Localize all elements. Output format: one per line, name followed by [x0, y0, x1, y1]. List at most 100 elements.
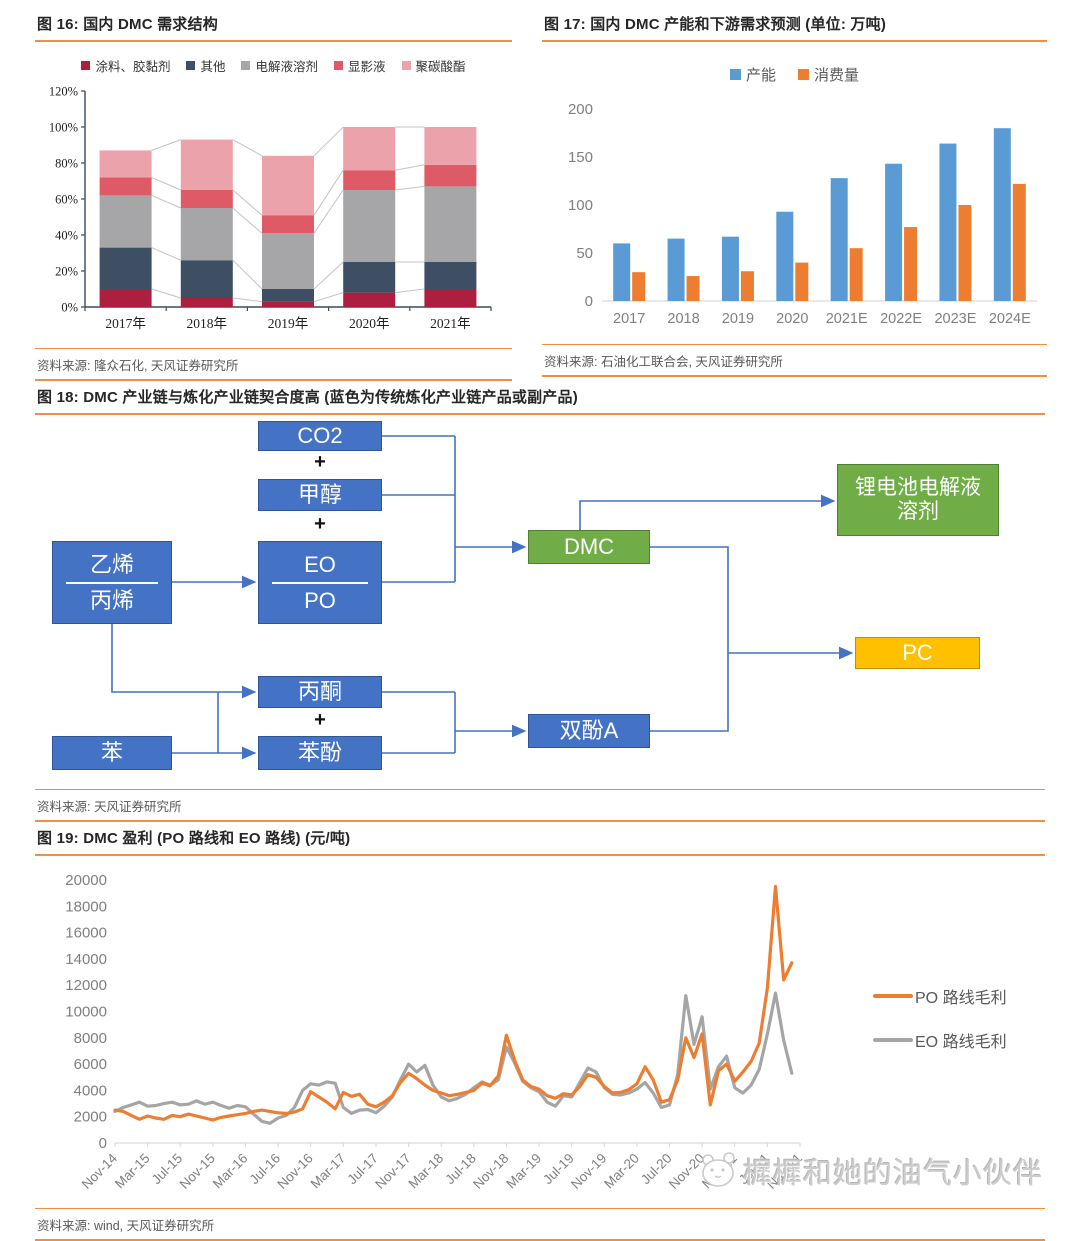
- svg-text:200: 200: [568, 101, 593, 118]
- svg-text:100%: 100%: [49, 121, 78, 135]
- legend-item: 其他: [186, 56, 225, 75]
- svg-text:Mar-16: Mar-16: [210, 1151, 251, 1192]
- series-po: [113, 885, 794, 1122]
- svg-text:Nov-18: Nov-18: [470, 1151, 511, 1192]
- svg-text:40%: 40%: [55, 229, 78, 243]
- svg-text:0: 0: [585, 293, 593, 310]
- node-electrolyte-label: 锂电池电解液溶剂: [855, 475, 981, 523]
- svg-text:100: 100: [568, 197, 593, 214]
- svg-text:2020年: 2020年: [349, 316, 390, 331]
- node-benzene-label: 苯: [100, 740, 123, 766]
- node-ethylene-propylene: 乙烯 丙烯: [52, 541, 172, 624]
- legend-label: 聚碳酸酯: [415, 60, 466, 74]
- legend-swatch: [873, 1038, 913, 1042]
- node-electrolyte-solvent: 锂电池电解液溶剂: [837, 464, 999, 536]
- svg-text:2019: 2019: [722, 311, 754, 327]
- figure-16-source: 资料来源: 隆众石化, 天风证券研究所: [35, 348, 512, 381]
- legend-item: 消费量: [798, 64, 859, 85]
- figure-18-block: 图 18: DMC 产业链与炼化产业链契合度高 (蓝色为传统炼化产业链产品或副产…: [35, 381, 1045, 822]
- plus-sign: +: [314, 513, 326, 535]
- svg-text:2017年: 2017年: [105, 316, 146, 331]
- figure-16-legend: 涂料、胶黏剂 其他 电解液溶剂 显影液 聚碳酸酯: [35, 56, 512, 75]
- svg-text:Mar-20: Mar-20: [601, 1151, 642, 1192]
- svg-text:20%: 20%: [55, 265, 78, 279]
- node-co2: CO2: [258, 421, 382, 451]
- svg-text:Nov-21: Nov-21: [764, 1151, 805, 1192]
- svg-text:16000: 16000: [65, 925, 107, 942]
- dmc-value-chain-diagram: CO2 + 甲醇 + EO PO 乙烯 丙烯 丙酮 + 苯酚 苯 DMC 锂电池…: [35, 417, 1045, 789]
- svg-text:14000: 14000: [65, 951, 107, 968]
- legend-label: 消费量: [814, 67, 860, 84]
- chart16-svg: 0% 20% 40% 60% 80% 100% 120% 2017年 2018年 2019年 202…: [49, 85, 492, 331]
- node-divider: [272, 581, 368, 584]
- legend-swatch: [241, 61, 251, 70]
- legend-label: PO 路线毛利: [915, 990, 1007, 1007]
- chart19-svg: 0 2000 4000 6000 8000 10000 12000 14000 16000 180…: [65, 872, 805, 1192]
- figure-17-block: 图 17: 国内 DMC 产能和下游需求预测 (单位: 万吨) 产能 消费量 0 5…: [542, 8, 1047, 381]
- plus-sign: +: [314, 709, 326, 731]
- svg-text:50: 50: [576, 245, 593, 262]
- svg-text:2022E: 2022E: [880, 311, 922, 327]
- figure-16-block: 图 16: 国内 DMC 需求结构 涂料、胶黏剂 其他 电解液溶剂 显影液 聚碳酸酯 0…: [35, 8, 512, 381]
- svg-text:2019年: 2019年: [268, 316, 309, 331]
- figure-18-title: 图 18: DMC 产业链与炼化产业链契合度高 (蓝色为传统炼化产业链产品或副产…: [35, 381, 1045, 415]
- legend-swatch: [401, 61, 411, 70]
- figure-19-legend: PO 路线毛利 EO 路线毛利: [873, 984, 1007, 1052]
- legend-label: 其他: [200, 60, 226, 74]
- legend-swatch: [334, 61, 343, 70]
- svg-text:2018年: 2018年: [187, 316, 228, 331]
- figure-18-source: 资料来源: 天风证券研究所: [35, 789, 1045, 822]
- svg-text:2023E: 2023E: [934, 311, 976, 327]
- legend-item: 显影液: [334, 56, 386, 75]
- figure-19-chart: 0 2000 4000 6000 8000 10000 12000 14000 16000 180…: [35, 856, 1045, 1213]
- legend-label: 涂料、胶黏剂: [95, 60, 171, 74]
- legend-swatch: [186, 61, 196, 70]
- legend-item: PO 路线毛利: [873, 984, 1007, 1008]
- node-dmc: DMC: [528, 530, 650, 564]
- svg-text:2018: 2018: [667, 311, 699, 327]
- legend-item: 聚碳酸酯: [401, 56, 466, 75]
- legend-label: 产能: [745, 67, 776, 84]
- legend-label: 显影液: [348, 60, 386, 74]
- svg-text:60%: 60%: [55, 193, 78, 207]
- figure-17-chart: 0 50 100 150 200 2017 2018 2019 2020 2021E 2022E 20…: [542, 89, 1047, 344]
- plus-sign: +: [314, 451, 326, 473]
- legend-swatch: [81, 61, 91, 70]
- svg-text:0: 0: [99, 1135, 107, 1152]
- legend-item: 涂料、胶黏剂: [81, 56, 170, 75]
- svg-text:6000: 6000: [74, 1056, 107, 1073]
- svg-text:2021E: 2021E: [826, 311, 868, 327]
- svg-text:10000: 10000: [65, 1004, 107, 1021]
- legend-label: EO 路线毛利: [915, 1034, 1007, 1051]
- svg-text:4000: 4000: [74, 1082, 107, 1099]
- node-methanol: 甲醇: [258, 479, 382, 511]
- node-bisphenol-a: 双酚A: [528, 714, 650, 748]
- node-divider: [65, 581, 159, 584]
- legend-item: EO 路线毛利: [873, 1028, 1007, 1052]
- svg-text:2017: 2017: [613, 311, 645, 327]
- figure-19-block: 图 19: DMC 盈利 (PO 路线和 EO 路线) (元/吨) 0 2000 4…: [35, 822, 1045, 1241]
- figure-17-source: 资料来源: 石油化工联合会, 天风证券研究所: [542, 344, 1047, 377]
- svg-text:0%: 0%: [61, 301, 78, 315]
- node-po-label: PO: [304, 587, 336, 613]
- node-pc-label: PC: [902, 640, 933, 666]
- node-benzene: 苯: [52, 736, 172, 770]
- svg-text:2021年: 2021年: [430, 316, 471, 331]
- svg-text:Nov-16: Nov-16: [274, 1151, 315, 1192]
- figure-16-title: 图 16: 国内 DMC 需求结构: [35, 8, 512, 42]
- figure-17-legend: 产能 消费量: [542, 64, 1047, 85]
- legend-swatch: [798, 69, 809, 80]
- top-charts-row: 图 16: 国内 DMC 需求结构 涂料、胶黏剂 其他 电解液溶剂 显影液 聚碳酸酯 0…: [35, 8, 1047, 381]
- svg-text:8000: 8000: [74, 1030, 107, 1047]
- legend-label: 电解液溶剂: [255, 60, 318, 74]
- svg-text:Nov-15: Nov-15: [177, 1151, 218, 1192]
- figure-19-chart-area: 0 2000 4000 6000 8000 10000 12000 14000 16000 180…: [35, 856, 1045, 1208]
- node-bpa-label: 双酚A: [559, 718, 619, 744]
- legend-swatch: [873, 994, 913, 998]
- svg-text:2000: 2000: [74, 1109, 107, 1126]
- svg-text:Mar-18: Mar-18: [405, 1151, 446, 1192]
- series-eo: [113, 991, 794, 1125]
- legend-item: 电解液溶剂: [241, 56, 318, 75]
- svg-text:2024E: 2024E: [989, 311, 1031, 327]
